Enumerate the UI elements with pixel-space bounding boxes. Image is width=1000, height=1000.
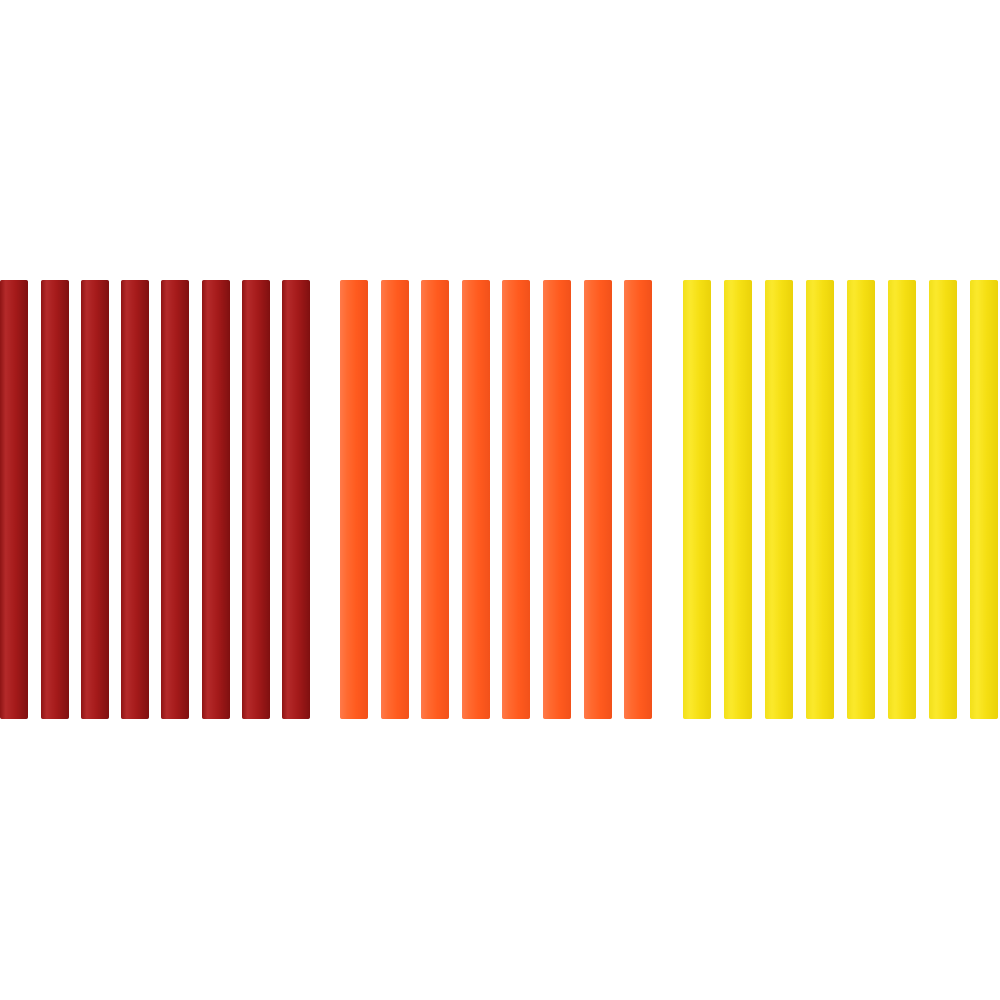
glue-stick xyxy=(724,280,752,719)
glue-stick xyxy=(888,280,916,719)
glue-stick xyxy=(81,280,109,719)
glue-stick xyxy=(340,280,368,719)
glue-stick xyxy=(161,280,189,719)
glue-stick xyxy=(970,280,998,719)
glue-stick xyxy=(202,280,230,719)
glue-sticks xyxy=(0,280,998,719)
glue-stick xyxy=(41,280,69,719)
glue-stick xyxy=(462,280,490,719)
glue-stick xyxy=(242,280,270,719)
glue-stick xyxy=(543,280,571,719)
glue-stick xyxy=(282,280,310,719)
glue-stick xyxy=(683,280,711,719)
glue-stick xyxy=(502,280,530,719)
glue-stick xyxy=(0,280,28,719)
glue-stick xyxy=(806,280,834,719)
glue-stick xyxy=(847,280,875,719)
glue-stick xyxy=(584,280,612,719)
glue-stick xyxy=(121,280,149,719)
glue-stick xyxy=(765,280,793,719)
glue-stick xyxy=(929,280,957,719)
glue-stick xyxy=(381,280,409,719)
glue-stick xyxy=(421,280,449,719)
glue-stick xyxy=(624,280,652,719)
